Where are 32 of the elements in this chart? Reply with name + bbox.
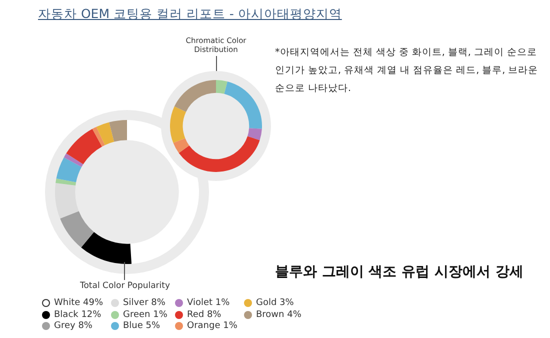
legend-label: Black 12% [54, 310, 102, 320]
legend-label: Blue 5% [123, 321, 160, 331]
donut-slice [55, 182, 79, 219]
text: 블루와 그레이 색조 유럽 시장에서 강세 [275, 263, 524, 281]
donut-slice [56, 157, 82, 182]
donut-slice [60, 211, 94, 248]
text: *아태지역에서는 전체 색상 중 화이트, 블랙, 그레이 순으로 인기가 높았고, 유채색 계열 내 점유율은 레드, 블루, 브라운 순으로 나타났다. [275, 46, 540, 96]
legend-label: Green 1% [123, 310, 168, 320]
donut-slice [173, 138, 190, 154]
donut-slice [178, 136, 260, 172]
legend-label: Silver 8% [123, 298, 166, 308]
legend-label: Grey 8% [54, 321, 92, 331]
legend-label: Violet 1% [187, 298, 230, 308]
donut-slice [170, 106, 186, 143]
donut-slice [56, 178, 76, 186]
donut-slice [66, 128, 102, 164]
legend-label: White 49% [54, 298, 104, 308]
legend-label: Red 8% [187, 310, 222, 320]
donut-slice [64, 153, 84, 168]
donut-slice [216, 80, 228, 94]
donut-slice [174, 80, 216, 112]
legend-label: Brown 4% [256, 310, 302, 320]
legend-label: Gold 3% [256, 298, 294, 308]
donut-slice [109, 120, 127, 142]
chart-title: 자동차 OEM 코팅용 컬러 리포트 - 아시아태평양지역 [38, 6, 342, 23]
donut-slice [96, 122, 114, 146]
legend-label: Orange 1% [187, 321, 238, 331]
text: Total Color Popularity [78, 281, 172, 291]
donut-slice [224, 81, 262, 129]
donut-slice [81, 232, 132, 264]
donut-slice [248, 128, 262, 140]
donut-slice [92, 126, 105, 147]
